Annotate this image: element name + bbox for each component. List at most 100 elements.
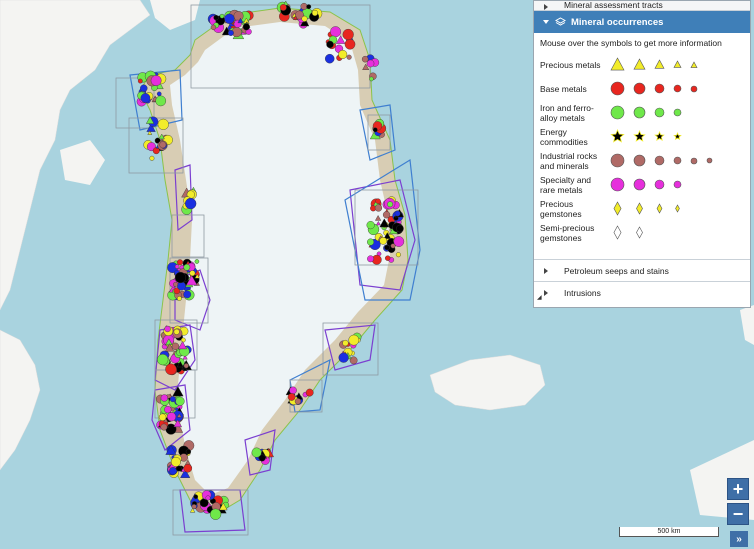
legend-symbol-icon[interactable] bbox=[652, 81, 667, 96]
occurrence-marker[interactable] bbox=[375, 220, 381, 226]
legend-symbol-icon[interactable] bbox=[631, 128, 648, 145]
occurrence-marker[interactable] bbox=[185, 449, 192, 455]
occurrence-marker[interactable] bbox=[158, 413, 167, 421]
occurrence-marker[interactable] bbox=[140, 84, 148, 92]
legend-symbol-icon[interactable] bbox=[652, 177, 667, 192]
occurrence-marker[interactable] bbox=[213, 14, 219, 21]
occurrence-marker[interactable] bbox=[155, 95, 167, 107]
occurrence-marker[interactable] bbox=[395, 252, 401, 258]
occurrence-marker[interactable] bbox=[219, 502, 228, 511]
occurrence-marker[interactable] bbox=[375, 198, 381, 204]
occurrence-marker[interactable] bbox=[366, 59, 375, 68]
occurrence-marker[interactable] bbox=[384, 244, 390, 251]
occurrence-marker[interactable] bbox=[189, 270, 196, 277]
occurrence-marker[interactable] bbox=[164, 405, 172, 414]
occurrence-marker[interactable] bbox=[176, 259, 183, 266]
occurrence-marker[interactable] bbox=[169, 396, 176, 403]
occurrence-marker[interactable] bbox=[174, 264, 180, 269]
occurrence-marker[interactable] bbox=[146, 123, 156, 132]
legend-symbol-icon[interactable] bbox=[631, 224, 648, 241]
legend-symbol-icon[interactable] bbox=[671, 202, 684, 215]
intrusions-row[interactable]: Intrusions ◢ bbox=[534, 281, 750, 303]
legend-symbol-icon[interactable] bbox=[608, 79, 627, 98]
occurrence-marker[interactable] bbox=[367, 238, 375, 246]
occurrence-marker[interactable] bbox=[194, 259, 200, 264]
occurrence-marker[interactable] bbox=[311, 9, 319, 17]
legend-symbol-icon[interactable] bbox=[671, 58, 684, 71]
occurrence-marker[interactable] bbox=[294, 398, 302, 405]
legend-symbol-icon[interactable] bbox=[608, 103, 627, 122]
legend-symbol-icon[interactable] bbox=[608, 151, 627, 170]
occurrence-marker[interactable] bbox=[242, 23, 250, 31]
occurrence-marker[interactable] bbox=[338, 49, 348, 59]
occurrence-marker[interactable] bbox=[137, 78, 143, 84]
legend-symbol-icon[interactable] bbox=[608, 175, 627, 194]
occurrence-marker[interactable] bbox=[191, 504, 197, 510]
occurrence-marker[interactable] bbox=[279, 4, 287, 11]
occurrence-marker[interactable] bbox=[176, 360, 184, 368]
legend-symbol-icon[interactable] bbox=[652, 105, 667, 120]
occurrence-marker[interactable] bbox=[183, 290, 192, 299]
occurrence-marker[interactable] bbox=[390, 243, 396, 249]
occurrence-marker[interactable] bbox=[383, 232, 391, 239]
legend-symbol-icon[interactable] bbox=[671, 106, 684, 119]
occurrence-marker[interactable] bbox=[385, 255, 391, 261]
occurrence-marker[interactable] bbox=[387, 201, 394, 208]
occurrence-marker[interactable] bbox=[170, 456, 181, 467]
occurrence-marker[interactable] bbox=[210, 24, 217, 31]
legend-symbol-icon[interactable] bbox=[652, 153, 667, 168]
occurrence-marker[interactable] bbox=[305, 388, 314, 397]
occurrence-marker[interactable] bbox=[182, 354, 188, 360]
occurrence-marker[interactable] bbox=[369, 76, 374, 82]
occurrence-marker[interactable] bbox=[346, 54, 352, 60]
occurrence-marker[interactable] bbox=[233, 11, 244, 21]
zoom-in-button[interactable]: + bbox=[727, 478, 749, 500]
legend-symbol-icon[interactable] bbox=[671, 82, 684, 95]
legend-symbol-icon[interactable] bbox=[608, 223, 627, 242]
occurrence-marker[interactable] bbox=[157, 118, 169, 130]
occurrence-marker[interactable] bbox=[174, 271, 187, 284]
occurrence-marker[interactable] bbox=[209, 508, 222, 520]
occurrence-marker[interactable] bbox=[165, 363, 177, 375]
legend-symbol-icon[interactable] bbox=[652, 201, 667, 216]
occurrence-marker[interactable] bbox=[165, 343, 175, 352]
occurrence-marker[interactable] bbox=[193, 494, 199, 499]
occurrence-marker[interactable] bbox=[292, 15, 298, 20]
occurrence-marker[interactable] bbox=[251, 447, 262, 458]
occurrence-marker[interactable] bbox=[289, 386, 297, 395]
occurrence-marker[interactable] bbox=[224, 13, 235, 24]
legend-symbol-icon[interactable] bbox=[688, 59, 700, 71]
occurrence-marker[interactable] bbox=[183, 263, 191, 271]
occurrence-marker[interactable] bbox=[366, 221, 375, 230]
legend-symbol-icon[interactable] bbox=[688, 83, 700, 95]
legend-symbol-icon[interactable] bbox=[631, 176, 648, 193]
occurrence-marker[interactable] bbox=[176, 413, 182, 418]
occurrence-marker[interactable] bbox=[342, 28, 354, 41]
legend-symbol-icon[interactable] bbox=[631, 56, 648, 73]
occurrence-marker[interactable] bbox=[227, 29, 234, 36]
occurrence-marker[interactable] bbox=[379, 237, 388, 245]
mineral-occurrence-markers[interactable] bbox=[136, 0, 405, 520]
occurrence-marker[interactable] bbox=[180, 468, 191, 478]
legend-symbol-icon[interactable] bbox=[671, 178, 684, 191]
occurrence-marker[interactable] bbox=[367, 255, 374, 263]
legend-symbol-icon[interactable] bbox=[652, 57, 667, 72]
occurrence-marker[interactable] bbox=[183, 463, 193, 473]
occurrence-marker[interactable] bbox=[180, 337, 186, 343]
occurrence-marker[interactable] bbox=[177, 281, 186, 291]
occurrence-marker[interactable] bbox=[394, 210, 401, 217]
occurrence-marker[interactable] bbox=[396, 224, 404, 233]
legend-symbol-icon[interactable] bbox=[631, 80, 648, 97]
occurrence-marker[interactable] bbox=[185, 197, 197, 210]
occurrence-marker[interactable] bbox=[324, 53, 335, 64]
legend-symbol-icon[interactable] bbox=[631, 104, 648, 121]
expand-panel-button[interactable]: » bbox=[730, 531, 748, 547]
occurrence-marker[interactable] bbox=[326, 40, 334, 49]
occurrence-marker[interactable] bbox=[173, 419, 182, 428]
occurrence-marker[interactable] bbox=[176, 296, 182, 301]
legend-symbol-icon[interactable] bbox=[608, 199, 627, 218]
occurrence-marker[interactable] bbox=[147, 130, 153, 135]
occurrence-marker[interactable] bbox=[160, 394, 168, 402]
occurrence-marker[interactable] bbox=[335, 35, 346, 44]
mineral-assessment-tracts-row[interactable]: Mineral assessment tracts bbox=[534, 1, 750, 11]
